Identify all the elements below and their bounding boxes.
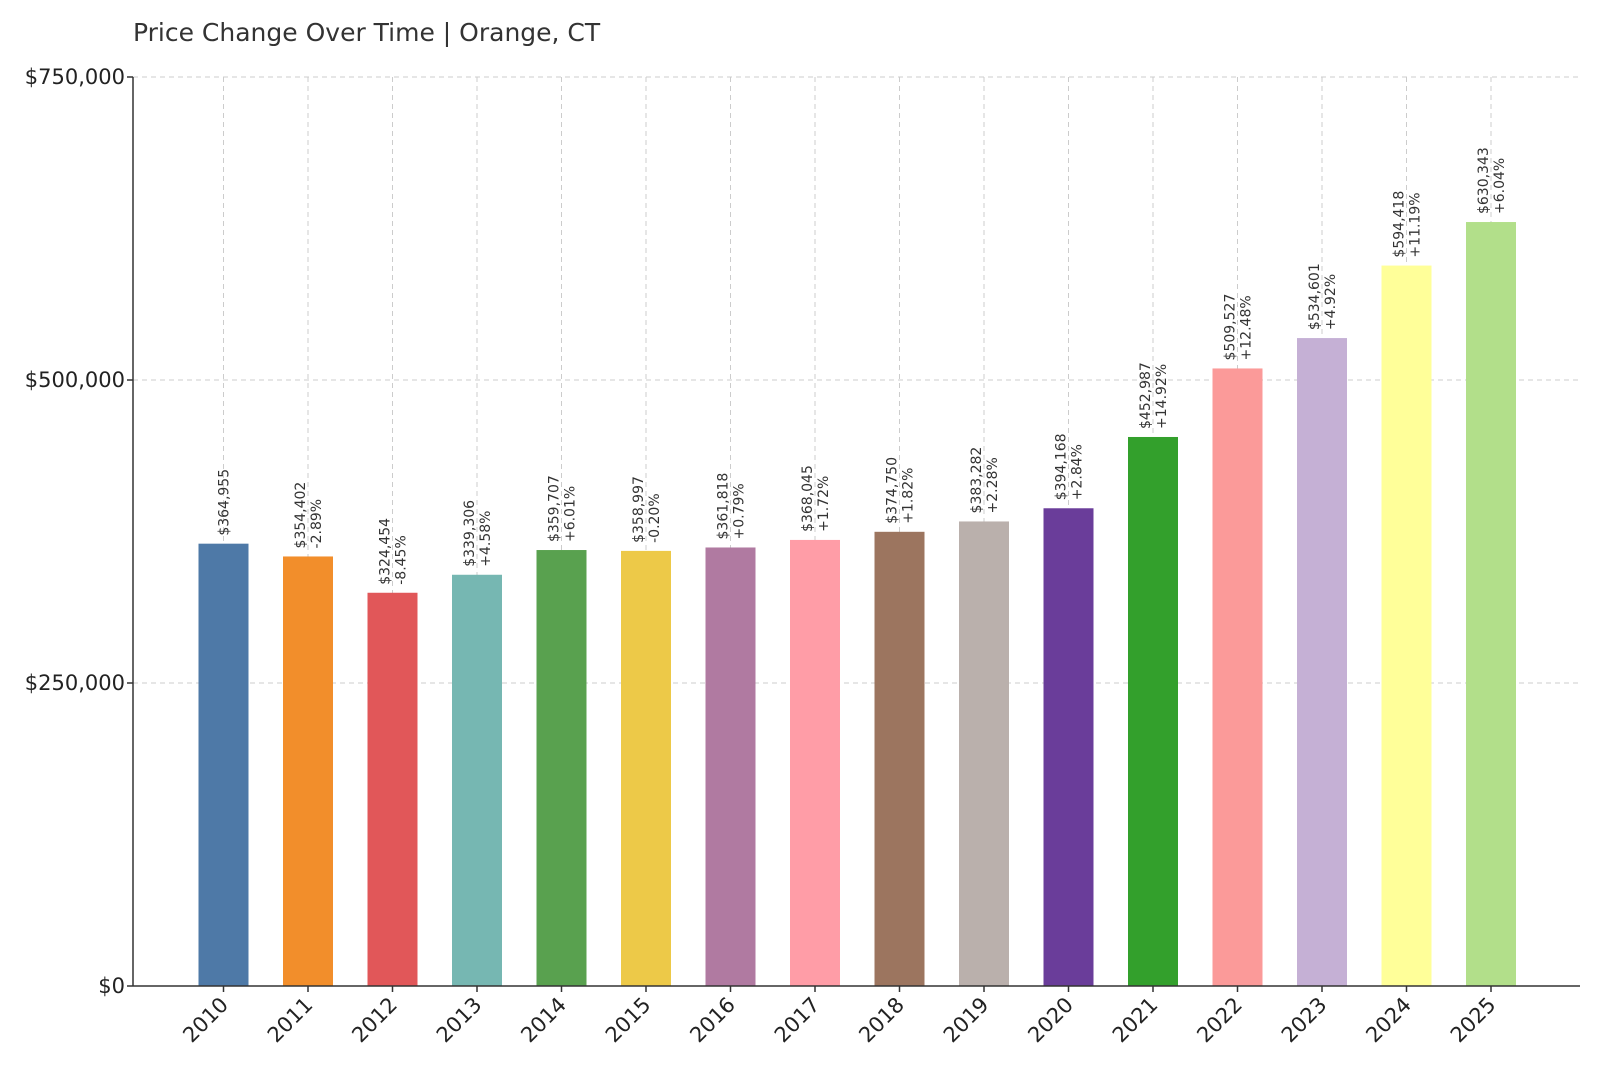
change-label: +1.72% xyxy=(816,476,832,532)
data-label-2018: $374,750 +1.82% xyxy=(885,457,917,524)
bar-2015 xyxy=(621,550,671,986)
data-label-2024: $594,418 +11.19% xyxy=(1392,191,1424,258)
value-label: $394,168 xyxy=(1054,433,1070,500)
value-label: $630,343 xyxy=(1476,147,1492,214)
change-label: +2.84% xyxy=(1070,444,1086,500)
change-label: +6.01% xyxy=(563,486,579,542)
bar-2017 xyxy=(790,539,840,986)
bar-2022 xyxy=(1212,368,1263,987)
bar-2025 xyxy=(1466,222,1516,986)
y-tick-labels: $0 $250,000 $500,000 $750,000 xyxy=(25,65,125,998)
value-label: $374,750 xyxy=(885,457,901,524)
bar-2014 xyxy=(536,550,587,986)
y-tick-label: $0 xyxy=(98,974,125,998)
data-label-2010: $364,955 xyxy=(217,469,233,536)
x-tick-label: 2017 xyxy=(770,993,825,1048)
bar-2020 xyxy=(1043,508,1094,986)
bar-2012 xyxy=(367,592,418,986)
x-tick-label: 2024 xyxy=(1361,993,1416,1048)
bar-2021 xyxy=(1128,436,1178,987)
grid-lines xyxy=(133,76,1580,986)
data-label-2012: $324,454 -8.45% xyxy=(378,518,410,585)
x-tick-label: 2025 xyxy=(1446,993,1501,1048)
data-label-2022: $509,527 +12.48% xyxy=(1223,294,1255,361)
change-label: -2.89% xyxy=(309,499,325,549)
bar-2023 xyxy=(1297,338,1347,986)
value-label: $358,997 xyxy=(631,476,647,543)
value-label: $452,987 xyxy=(1138,362,1154,429)
x-tick-label: 2012 xyxy=(347,993,402,1048)
change-label: +1.82% xyxy=(901,468,917,524)
bar-2010 xyxy=(198,543,249,986)
x-tick-label: 2010 xyxy=(178,993,233,1048)
value-label: $359,707 xyxy=(547,475,563,542)
y-tick-label: $250,000 xyxy=(25,671,125,695)
x-tick-label: 2014 xyxy=(516,993,571,1048)
chart-title: Price Change Over Time | Orange, CT xyxy=(133,18,601,47)
data-labels: $364,955 $354,402 -2.89% $324,454 -8.45% $339… xyxy=(217,147,1509,585)
change-label: +11.19% xyxy=(1408,192,1424,257)
bar-2018 xyxy=(874,531,925,986)
data-label-2021: $452,987 +14.92% xyxy=(1138,362,1170,429)
data-label-2019: $383,282 +2.28% xyxy=(969,447,1001,514)
value-label: $509,527 xyxy=(1223,294,1239,361)
x-tick-label: 2015 xyxy=(601,993,656,1048)
change-label: +0.79% xyxy=(732,483,748,539)
value-label: $354,402 xyxy=(293,482,309,549)
y-tick-label: $750,000 xyxy=(25,65,125,89)
bar-2019 xyxy=(959,521,1009,986)
x-tick-label: 2013 xyxy=(432,993,487,1048)
x-tick-label: 2020 xyxy=(1023,993,1078,1048)
value-label: $324,454 xyxy=(378,518,394,585)
data-label-2025: $630,343 +6.04% xyxy=(1476,147,1508,214)
data-label-2014: $359,707 +6.01% xyxy=(547,475,579,542)
data-label-2013: $339,306 +4.58% xyxy=(462,500,494,567)
value-label: $534,601 xyxy=(1307,263,1323,330)
x-tick-label: 2023 xyxy=(1277,993,1332,1048)
change-label: +12.48% xyxy=(1239,295,1255,360)
x-tick-label: 2016 xyxy=(685,993,740,1048)
x-tick-labels: 2010 2011 2012 2013 2014 2015 2016 2017 2018 2019… xyxy=(178,993,1500,1048)
change-label: -8.45% xyxy=(394,535,410,585)
value-label: $368,045 xyxy=(800,465,816,532)
axes xyxy=(127,76,1580,992)
data-label-2020: $394,168 +2.84% xyxy=(1054,433,1086,500)
data-label-2015: $358,997 -0.20% xyxy=(631,476,663,543)
x-tick-label: 2022 xyxy=(1192,993,1247,1048)
x-tick-label: 2019 xyxy=(939,993,994,1048)
bar-2013 xyxy=(452,574,502,986)
change-label: +14.92% xyxy=(1154,364,1170,429)
x-tick-label: 2021 xyxy=(1108,993,1163,1048)
value-label: $364,955 xyxy=(217,469,233,536)
bars xyxy=(198,222,1516,987)
bar-2011 xyxy=(283,556,333,986)
change-label: +4.92% xyxy=(1323,274,1339,330)
data-label-2017: $368,045 +1.72% xyxy=(800,465,832,532)
value-label: $339,306 xyxy=(462,500,478,567)
data-label-2023: $534,601 +4.92% xyxy=(1307,263,1339,330)
change-label: +2.28% xyxy=(985,457,1001,513)
value-label: $383,282 xyxy=(969,447,985,514)
value-label: $594,418 xyxy=(1392,191,1408,258)
value-label: $361,818 xyxy=(716,473,732,540)
data-label-2011: $354,402 -2.89% xyxy=(293,482,325,549)
change-label: +4.58% xyxy=(478,511,494,567)
change-label: -0.20% xyxy=(647,493,663,543)
y-tick-label: $500,000 xyxy=(25,368,125,392)
change-label: +6.04% xyxy=(1492,158,1508,214)
x-tick-label: 2011 xyxy=(263,993,318,1048)
bar-2016 xyxy=(705,547,756,986)
x-tick-label: 2018 xyxy=(854,993,909,1048)
data-label-2016: $361,818 +0.79% xyxy=(716,473,748,540)
bar-2024 xyxy=(1381,265,1432,986)
